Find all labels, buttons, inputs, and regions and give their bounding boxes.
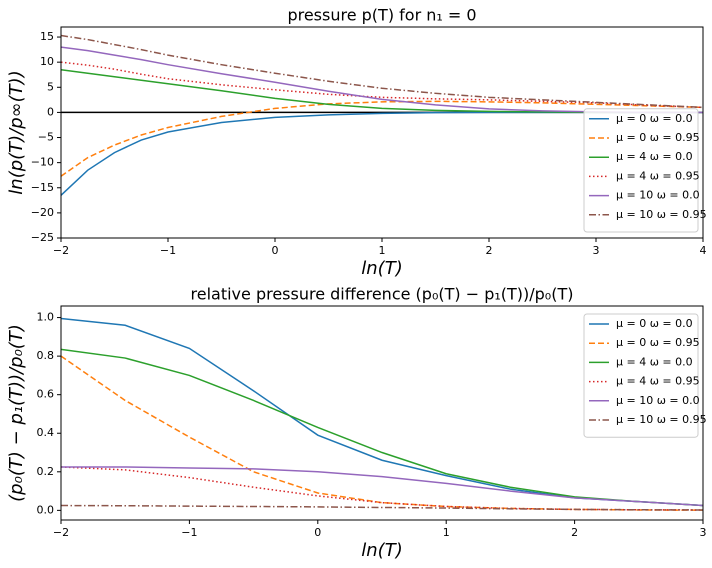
series-line	[61, 504, 703, 511]
y-tick-label: −5	[38, 131, 54, 144]
y-tick-label: 0.2	[37, 465, 55, 478]
x-tick-label: 2	[571, 526, 578, 539]
legend-label: μ = 10 ω = 0.0	[616, 394, 700, 407]
y-tick-label: −15	[31, 181, 54, 194]
y-axis-label: ln(p(T)/p∞(T))	[6, 70, 27, 194]
series-line	[61, 466, 703, 511]
legend-label: μ = 0 ω = 0.95	[616, 131, 700, 144]
chart-title: pressure p(T) for n₁ = 0	[287, 6, 476, 25]
y-tick-label: −20	[31, 206, 54, 219]
y-tick-label: 5	[47, 80, 54, 93]
x-axis-label: ln(T)	[361, 258, 402, 279]
y-tick-label: 0.4	[37, 426, 55, 439]
legend-label: μ = 0 ω = 0.0	[616, 112, 693, 125]
x-tick-label: −2	[53, 244, 69, 257]
y-tick-label: 0	[47, 105, 54, 118]
x-tick-label: 0	[272, 244, 279, 257]
x-tick-label: 1	[443, 526, 450, 539]
legend-label: μ = 10 ω = 0.0	[616, 189, 700, 202]
series-line	[61, 61, 703, 109]
legend-frame	[583, 313, 699, 438]
x-axis-label: ln(T)	[361, 540, 402, 561]
y-axis-label: (p₀(T) − p₁(T))/p₀(T)	[6, 324, 27, 502]
x-tick-label: 0	[314, 526, 321, 539]
y-tick-label: 0.6	[37, 388, 55, 401]
axes-frame	[60, 305, 704, 521]
y-tick-label: 1.0	[37, 311, 55, 324]
series-line	[61, 34, 703, 109]
legend-label: μ = 10 ω = 0.95	[616, 208, 707, 221]
series-line	[61, 68, 703, 114]
legend-label: μ = 4 ω = 0.0	[616, 355, 693, 368]
x-tick-label: −1	[160, 244, 176, 257]
x-tick-label: 4	[700, 244, 707, 257]
x-tick-label: 2	[486, 244, 493, 257]
legend-label: μ = 4 ω = 0.95	[616, 375, 700, 388]
x-tick-label: −2	[53, 526, 69, 539]
series-line	[61, 466, 703, 507]
legend-label: μ = 4 ω = 0.95	[616, 169, 700, 182]
legend-frame	[583, 108, 699, 233]
y-tick-label: 0.8	[37, 349, 55, 362]
legend-label: μ = 10 ω = 0.95	[616, 413, 707, 426]
legend-label: μ = 0 ω = 0.0	[616, 317, 693, 330]
y-tick-label: 0.0	[37, 503, 55, 516]
series-line	[61, 46, 703, 114]
y-tick-label: −10	[31, 156, 54, 169]
x-tick-label: 1	[379, 244, 386, 257]
y-tick-label: 15	[40, 30, 54, 43]
chart-title: relative pressure difference (p₀(T) − p₁…	[191, 285, 574, 304]
x-tick-label: 3	[700, 526, 707, 539]
x-tick-label: 3	[593, 244, 600, 257]
legend-label: μ = 0 ω = 0.95	[616, 336, 700, 349]
x-tick-label: −1	[181, 526, 197, 539]
y-tick-label: −25	[31, 231, 54, 244]
y-tick-label: 10	[40, 55, 54, 68]
legend-label: μ = 4 ω = 0.0	[616, 150, 693, 163]
axes-frame	[60, 26, 704, 239]
